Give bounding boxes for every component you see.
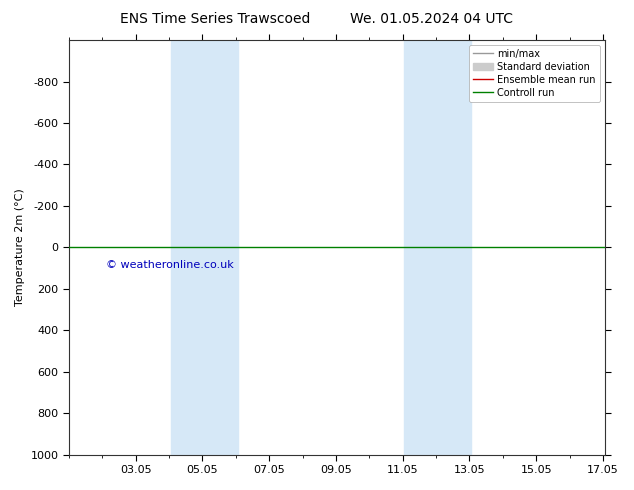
Bar bbox=[404, 40, 471, 455]
Text: © weatheronline.co.uk: © weatheronline.co.uk bbox=[106, 260, 233, 270]
Legend: min/max, Standard deviation, Ensemble mean run, Controll run: min/max, Standard deviation, Ensemble me… bbox=[469, 45, 600, 101]
Text: ENS Time Series Trawscoed: ENS Time Series Trawscoed bbox=[120, 12, 311, 26]
Y-axis label: Temperature 2m (°C): Temperature 2m (°C) bbox=[15, 189, 25, 306]
Bar bbox=[171, 40, 238, 455]
Text: We. 01.05.2024 04 UTC: We. 01.05.2024 04 UTC bbox=[349, 12, 513, 26]
